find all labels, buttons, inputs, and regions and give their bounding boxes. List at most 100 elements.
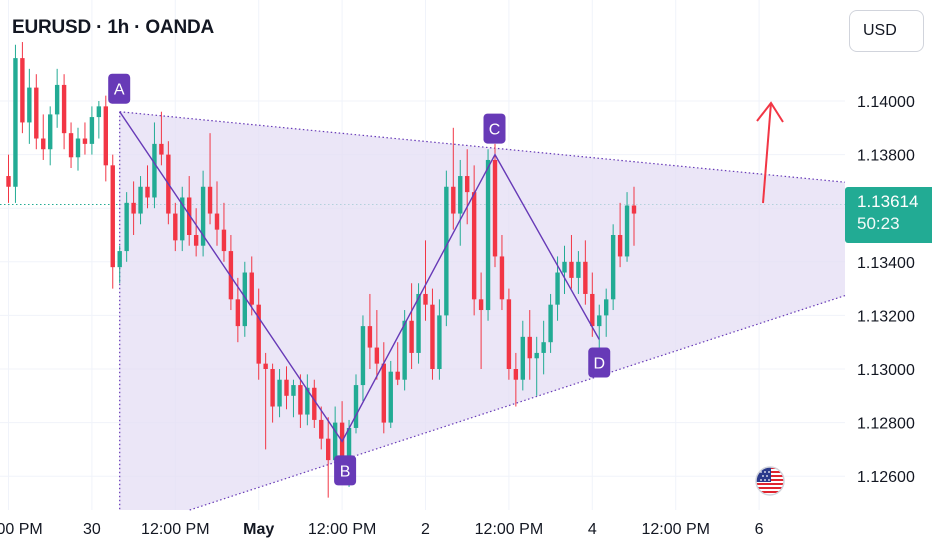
candle-body [145, 186, 150, 198]
candle-body [326, 438, 331, 461]
flag-star [768, 471, 770, 473]
candle-body [583, 261, 588, 294]
candle-body [569, 261, 574, 278]
candle-body [61, 84, 67, 134]
time-tick-label: 6 [755, 521, 764, 538]
candle-body [360, 326, 366, 386]
projection-arrow-shaft [762, 102, 772, 204]
pattern-label-text: C [489, 122, 501, 139]
time-tick-label: 12:00 PM [141, 521, 209, 538]
candle-body [485, 159, 491, 311]
candle-body [492, 159, 498, 257]
candle-body [207, 186, 213, 214]
candle-body [590, 293, 595, 327]
flag-star [762, 475, 764, 477]
price-tick-label: 1.13000 [857, 362, 915, 379]
flag-body [756, 467, 784, 495]
candle-body [131, 202, 136, 214]
pattern-label-box [588, 347, 611, 378]
bar-countdown: 50:23 [857, 214, 900, 233]
currency-selector[interactable]: USD [849, 10, 924, 52]
candle-body [312, 387, 317, 420]
flag-star [766, 475, 768, 477]
candle-body [263, 363, 268, 369]
candle-body [291, 385, 296, 396]
candle-body [117, 251, 122, 268]
time-tick-label: 30 [83, 521, 101, 538]
candle-body [228, 251, 234, 300]
candle-body [458, 176, 463, 214]
candle-body [221, 229, 227, 252]
candle-body [82, 138, 88, 144]
pattern-point-d[interactable]: D [588, 347, 611, 378]
candle-body [416, 293, 421, 353]
price-tick-label: 1.13800 [857, 148, 915, 165]
symbol-title[interactable]: EURUSD · 1h · OANDA [12, 17, 215, 38]
currency-label: USD [863, 22, 897, 39]
pattern-point-a[interactable]: A [108, 73, 131, 104]
last-price-value: 1.13614 [857, 192, 919, 211]
triangle-drawing[interactable] [119, 111, 846, 511]
candle-body [381, 363, 386, 423]
candle-body [465, 176, 470, 193]
candle-body [402, 320, 407, 380]
candle-body [520, 336, 525, 380]
pattern-label-box [483, 113, 506, 144]
candle-body [27, 87, 32, 123]
candle-body [506, 299, 512, 369]
candle-body [541, 342, 546, 353]
candle-body [597, 315, 602, 327]
candle-body [346, 427, 352, 461]
time-tick-label: May [243, 521, 274, 538]
candle-body [48, 114, 53, 150]
pattern-point-c[interactable]: C [483, 113, 506, 144]
candle-body [270, 369, 275, 407]
flag-star [768, 479, 770, 481]
candle-body [298, 385, 303, 415]
pattern-label-text: B [340, 463, 351, 480]
flag-stripe [756, 483, 784, 485]
candle-body [180, 197, 185, 241]
time-axis[interactable]: 12:00 PM 30 12:00 PM May 12:00 PM 2 12:00 PM 4 1… [0, 521, 764, 538]
candle-body [604, 299, 609, 316]
candle-body [423, 293, 428, 305]
candle-body [548, 304, 553, 343]
price-axis[interactable]: 1.140001.138001.136001.134001.132001.130… [857, 94, 915, 486]
triangle-lower-edge [189, 294, 846, 511]
pattern-point-b[interactable]: B [334, 455, 357, 486]
candle-body [214, 213, 220, 230]
flag-stripe [756, 491, 784, 493]
flag-star [764, 471, 766, 473]
candle-body [152, 143, 157, 198]
time-tick-label: 12:00 PM [475, 521, 543, 538]
pattern-label-box [334, 455, 357, 486]
candle-body [235, 299, 241, 327]
us-flag-icon [755, 466, 785, 496]
candle-body [13, 58, 18, 187]
price-tick-label: 1.14000 [857, 94, 915, 111]
triangle-upper-edge [119, 111, 846, 183]
candle-body [54, 84, 60, 115]
candle-body [624, 205, 630, 257]
pattern-label-text: A [114, 82, 125, 99]
candle-body [409, 320, 414, 353]
time-tick-label: 12:00 PM [641, 521, 709, 538]
time-tick-label: 12:00 PM [0, 521, 43, 538]
abcd-pattern-drawing[interactable]: A B C D [108, 73, 784, 486]
candle-body [277, 379, 282, 407]
candle-body [444, 186, 449, 316]
candle-body [610, 235, 616, 300]
flag-ring [755, 466, 785, 496]
time-tick-label: 4 [588, 521, 597, 538]
price-tick-label: 1.12800 [857, 416, 915, 433]
candle-body [437, 315, 442, 369]
projection-arrow-head [756, 101, 784, 123]
abcd-path [119, 111, 600, 443]
candle-body [138, 186, 143, 214]
price-tick-label: 1.13200 [857, 308, 915, 325]
time-tick-label: 12:00 PM [308, 521, 376, 538]
candle-body [187, 197, 192, 235]
candle-body [395, 371, 400, 380]
